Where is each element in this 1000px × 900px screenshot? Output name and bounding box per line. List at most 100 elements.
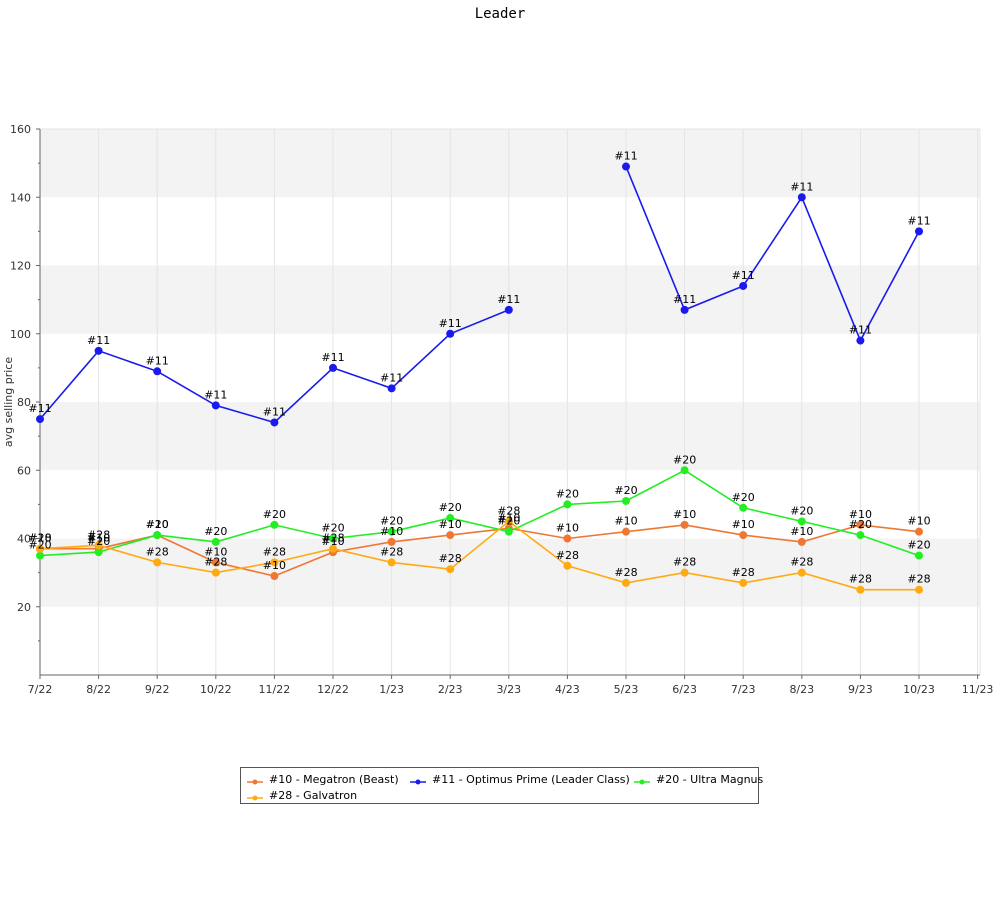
data-point [563, 561, 572, 570]
legend-swatch [633, 776, 651, 784]
y-tick-label: 60 [17, 464, 31, 477]
x-tick-label: 4/23 [555, 683, 580, 696]
data-label: #20 [380, 515, 403, 528]
data-point [504, 517, 513, 526]
x-tick-label: 7/22 [28, 683, 53, 696]
data-label: #28 [732, 566, 755, 579]
data-label: #11 [380, 371, 403, 384]
data-point [446, 531, 455, 540]
data-label: #10 [263, 559, 286, 572]
data-point [680, 520, 689, 529]
data-label: #11 [263, 405, 286, 418]
data-point [797, 517, 806, 526]
x-tick-label: 6/23 [672, 683, 697, 696]
data-label: #28 [380, 545, 403, 558]
data-point [856, 585, 865, 594]
x-tick-label: 8/22 [86, 683, 111, 696]
data-point [739, 578, 748, 587]
y-tick-label: 140 [10, 191, 31, 204]
data-point [94, 541, 103, 550]
x-tick-label: 10/22 [200, 683, 232, 696]
data-label: #28 [614, 566, 637, 579]
chart-title: Leader [474, 6, 526, 22]
data-label: #28 [673, 556, 696, 569]
y-tick-label: 20 [17, 601, 31, 614]
data-label: #20 [146, 518, 169, 531]
data-label: #11 [439, 317, 462, 330]
data-label: #28 [146, 545, 169, 558]
data-label: #20 [614, 484, 637, 497]
legend-label: #20 - Ultra Magnus [656, 773, 764, 786]
data-label: #20 [439, 501, 462, 514]
y-axis-label: avg selling price [2, 357, 15, 447]
data-label: #10 [907, 515, 930, 528]
data-point [797, 537, 806, 546]
data-point [622, 578, 630, 587]
data-label: #20 [907, 539, 930, 552]
legend-item: #20 - Ultra Magnus [633, 773, 763, 786]
data-label: #10 [790, 525, 813, 538]
data-label: #10 [732, 518, 755, 531]
series-points [36, 162, 923, 594]
data-label: #11 [146, 354, 169, 367]
data-label: #20 [263, 508, 286, 521]
data-label: #10 [204, 545, 227, 558]
data-point [94, 548, 103, 557]
legend: #10 - Megatron (Beast) #11 - Optimus Prim… [240, 767, 763, 804]
data-label: #11 [87, 334, 110, 347]
y-tick-label: 40 [17, 533, 31, 546]
data-label: #11 [732, 269, 755, 282]
data-label: #10 [439, 518, 462, 531]
x-tick-label: 11/23 [962, 683, 994, 696]
legend-label: #10 - Megatron (Beast) [269, 773, 399, 786]
data-label: #10 [614, 515, 637, 528]
data-point [329, 534, 337, 543]
data-point [563, 534, 572, 543]
data-point [446, 565, 455, 574]
data-label: #11 [790, 180, 813, 193]
x-tick-label: 10/23 [903, 683, 935, 696]
data-point [270, 572, 279, 581]
data-label: #20 [204, 525, 227, 538]
axes: 20 40 60 80 100 120 140 160 7/22 8/22 9/22 10/22 11/… [10, 123, 993, 696]
data-label: #28 [790, 556, 813, 569]
data-label: #28 [497, 504, 520, 517]
y-tick-label: 120 [10, 260, 31, 273]
data-point [680, 305, 689, 314]
data-point [504, 305, 513, 314]
data-label: #28 [263, 545, 286, 558]
data-label: #10 [849, 508, 872, 521]
series-line [39, 520, 919, 591]
data-point [915, 551, 923, 560]
data-point [797, 193, 806, 202]
data-label: #28 [439, 552, 462, 565]
data-label: #20 [732, 491, 755, 504]
legend-item: #28 - Galvatron [246, 789, 357, 802]
data-point [915, 227, 923, 236]
data-label: #10 [497, 511, 520, 524]
x-tick-label: 3/23 [496, 683, 521, 696]
legend-swatch [246, 792, 264, 800]
data-point [446, 329, 455, 338]
x-tick-label: 9/23 [848, 683, 873, 696]
data-point [153, 558, 162, 567]
data-point [739, 503, 748, 512]
y-tick-label: 160 [10, 123, 31, 136]
data-label: #28 [849, 573, 872, 586]
data-point [94, 346, 103, 355]
series-line [40, 524, 920, 577]
x-tick-label: 8/23 [789, 683, 814, 696]
data-point [915, 527, 923, 536]
data-point [270, 418, 279, 427]
legend-item: #11 - Optimus Prime (Leader Class) [409, 773, 630, 786]
data-point [387, 527, 396, 536]
data-point [622, 162, 630, 171]
data-point [856, 520, 865, 529]
data-point [622, 527, 630, 536]
legend-item: #10 - Megatron (Beast) [246, 773, 399, 786]
data-point [739, 531, 748, 540]
legend-label: #11 - Optimus Prime (Leader Class) [432, 773, 630, 786]
data-label: #20 [28, 539, 51, 552]
data-point [270, 558, 279, 567]
plot-bands [40, 129, 980, 675]
